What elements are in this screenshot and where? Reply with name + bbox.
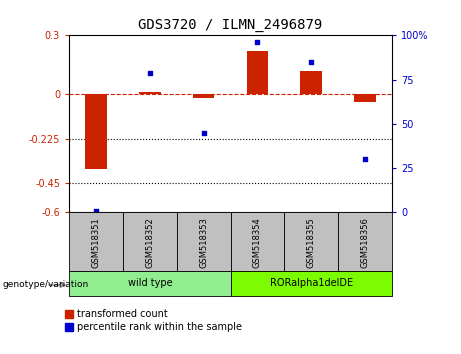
Bar [284,212,338,271]
Legend: transformed count, percentile rank within the sample: transformed count, percentile rank withi… [65,309,242,332]
Text: wild type: wild type [128,278,172,288]
Bar [230,271,392,296]
Text: GSM518354: GSM518354 [253,217,262,268]
Bar [247,51,268,95]
Bar [139,92,160,95]
Text: GSM518353: GSM518353 [199,217,208,268]
Point [92,208,100,213]
Bar [193,95,214,98]
Bar [177,212,230,271]
Point [361,156,369,162]
Bar [69,212,123,271]
Text: RORalpha1delDE: RORalpha1delDE [270,278,353,288]
Text: GSM518351: GSM518351 [92,217,100,268]
Text: GSM518355: GSM518355 [307,217,316,268]
Text: GSM518356: GSM518356 [361,217,369,268]
Point [307,59,315,65]
Bar [123,212,177,271]
Point [146,70,154,75]
Text: genotype/variation: genotype/variation [2,280,89,290]
Bar [338,212,392,271]
Bar [69,271,230,296]
Bar [301,71,322,95]
Bar [230,212,284,271]
Bar [354,95,376,102]
Point [200,130,207,136]
Title: GDS3720 / ILMN_2496879: GDS3720 / ILMN_2496879 [138,18,323,32]
Point [254,40,261,45]
Text: GSM518352: GSM518352 [145,217,154,268]
Bar [85,95,107,169]
